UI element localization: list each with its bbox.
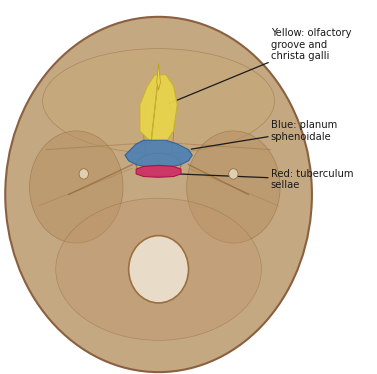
Polygon shape bbox=[136, 165, 181, 177]
Text: Yellow: olfactory
groove and
christa galli: Yellow: olfactory groove and christa gal… bbox=[169, 28, 351, 104]
Ellipse shape bbox=[56, 198, 261, 340]
Polygon shape bbox=[140, 75, 177, 142]
Ellipse shape bbox=[229, 169, 238, 179]
Ellipse shape bbox=[136, 153, 181, 176]
Ellipse shape bbox=[79, 169, 89, 179]
Polygon shape bbox=[125, 140, 192, 166]
Ellipse shape bbox=[43, 49, 274, 153]
Ellipse shape bbox=[129, 236, 188, 303]
Text: Red: tuberculum
sellae: Red: tuberculum sellae bbox=[180, 169, 353, 190]
Text: Blue: planum
sphenoidale: Blue: planum sphenoidale bbox=[191, 120, 337, 149]
Ellipse shape bbox=[29, 131, 123, 243]
Ellipse shape bbox=[5, 17, 312, 372]
Ellipse shape bbox=[187, 131, 280, 243]
Polygon shape bbox=[157, 64, 161, 90]
Ellipse shape bbox=[144, 90, 173, 172]
